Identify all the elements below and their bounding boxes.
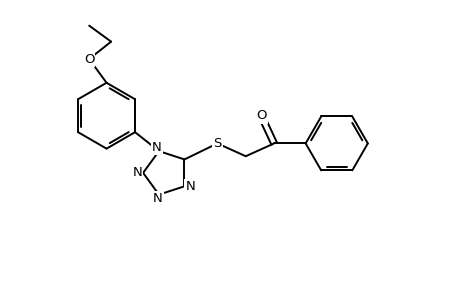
Text: N: N [152, 141, 162, 154]
Text: O: O [84, 52, 94, 65]
Text: S: S [213, 137, 221, 150]
Text: O: O [256, 110, 266, 122]
Text: N: N [185, 180, 195, 193]
Text: N: N [153, 192, 162, 205]
Text: N: N [132, 167, 142, 179]
